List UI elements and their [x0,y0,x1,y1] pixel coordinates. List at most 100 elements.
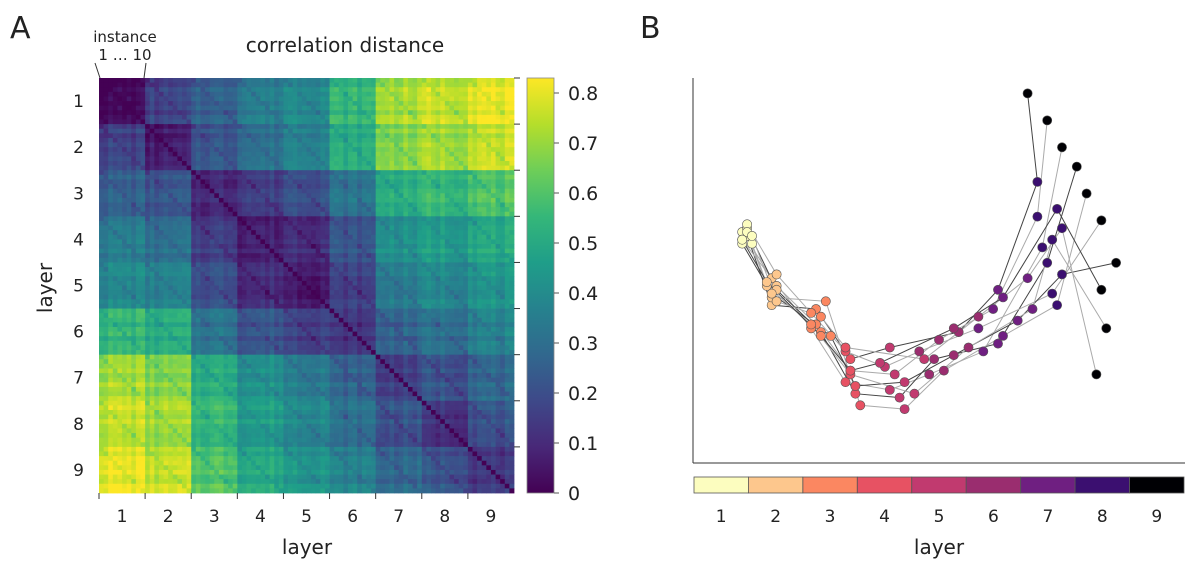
heatmap-cell [186,285,192,291]
heatmap-cell [334,114,340,120]
heatmap-cell [205,156,211,162]
heatmap-cell [209,317,215,323]
heatmap-cell [260,156,266,162]
heatmap-cell [99,142,105,148]
heatmap-cell [283,280,289,286]
heatmap-cell [260,91,266,97]
heatmap-cell [288,303,294,309]
heatmap-cell [384,244,390,250]
heatmap-cell [269,211,275,217]
heatmap-cell [454,216,460,222]
heatmap-cell [297,193,303,199]
heatmap-cell [214,82,220,88]
heatmap-cell [223,110,229,116]
heatmap-cell [301,211,307,217]
panel-a-label: A [10,11,31,46]
heatmap-cell [154,82,160,88]
heatmap-cell [398,239,404,245]
heatmap-cell [223,124,229,130]
heatmap-cell [389,276,395,282]
heatmap-cell [315,156,321,162]
heatmap-cell [375,317,381,323]
heatmap-cell [504,91,510,97]
heatmap-cell [255,128,261,134]
heatmap-cell [324,294,330,300]
heatmap-cell [352,308,358,314]
heatmap-cell [297,267,303,273]
heatmap-cell [112,119,118,125]
heatmap-cell [177,137,183,143]
heatmap-cell [200,133,206,139]
heatmap-cell [182,197,188,203]
heatmap-cell [186,119,192,125]
heatmap-cell [334,327,340,333]
heatmap-cell [218,331,224,337]
heatmap-cell [251,276,257,282]
heatmap-cell [218,207,224,213]
heatmap-cell [366,96,372,102]
heatmap-cell [490,197,496,203]
heatmap-cell [394,244,400,250]
heatmap-cell [288,91,294,97]
heatmap-cell [200,151,206,157]
heatmap-cell [352,174,358,180]
heatmap-cell [103,202,109,208]
heatmap-cell [504,124,510,130]
heatmap-cell [168,216,174,222]
heatmap-cell [117,161,123,167]
heatmap-cell [407,280,413,286]
heatmap-cell [338,119,344,125]
heatmap-cell [135,276,141,282]
heatmap-cell [117,234,123,240]
heatmap-cell [228,91,234,97]
heatmap-cell [246,239,252,245]
heatmap-cell [269,174,275,180]
heatmap-cell [237,91,243,97]
heatmap-cell [158,308,164,314]
heatmap-cell [454,322,460,328]
heatmap-cell [237,197,243,203]
heatmap-cell [283,82,289,88]
heatmap-cell [241,257,247,263]
heatmap-cell [311,137,317,143]
heatmap-cell [477,244,483,250]
heatmap-cell [135,230,141,236]
heatmap-cell [274,248,280,254]
heatmap-cell [288,308,294,314]
heatmap-cell [99,114,105,120]
heatmap-cell [398,142,404,148]
heatmap-cell [495,225,501,231]
heatmap-cell [463,105,469,111]
heatmap-cell [495,114,501,120]
heatmap-cell [223,147,229,153]
heatmap-cell [320,101,326,107]
heatmap-cell [504,317,510,323]
heatmap-cell [251,322,257,328]
heatmap-cell [168,327,174,333]
heatmap-cell [278,230,284,236]
heatmap-cell [126,248,132,254]
heatmap-cell [177,322,183,328]
heatmap-cell [274,137,280,143]
heatmap-cell [186,303,192,309]
heatmap-cell [361,248,367,254]
heatmap-cell [297,147,303,153]
heatmap-cell [384,248,390,254]
heatmap-cell [440,193,446,199]
heatmap-cell [357,211,363,217]
heatmap-cell [283,91,289,97]
heatmap-cell [407,114,413,120]
heatmap-cell [297,165,303,171]
heatmap-cell [260,96,266,102]
heatmap-cell [246,110,252,116]
heatmap-cell [140,239,146,245]
heatmap-cell [117,142,123,148]
heatmap-cell [182,170,188,176]
heatmap-cell [191,96,197,102]
heatmap-cell [394,188,400,194]
heatmap-cell [140,193,146,199]
heatmap-cell [265,197,271,203]
heatmap-cell [112,220,118,226]
heatmap-cell [251,285,257,291]
heatmap-cell [481,313,487,319]
